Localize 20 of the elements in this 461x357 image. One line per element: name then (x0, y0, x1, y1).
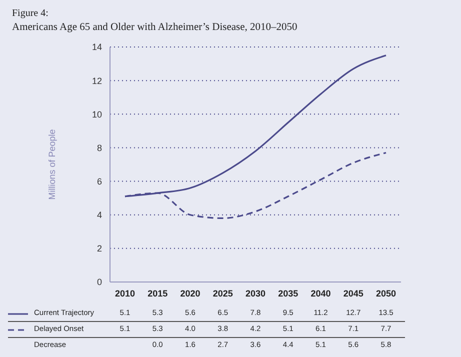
y-tick-label: 2 (96, 244, 102, 254)
x-tick-label: 2015 (148, 288, 168, 298)
y-tick-label: 10 (92, 109, 102, 120)
x-tick-label: 2010 (114, 288, 136, 298)
y-axis-title: Millions of People (47, 129, 58, 200)
y-tick-label: 14 (92, 42, 102, 52)
x-tick-label: 2040 (310, 288, 331, 298)
x-tick-label: 2045 (343, 288, 364, 298)
x-tick-label: 2020 (180, 288, 200, 298)
y-tick-label: 8 (96, 142, 102, 153)
y-tick-label: 6 (96, 176, 102, 186)
y-tick-label: 0 (96, 277, 102, 288)
x-tick-label: 2025 (212, 288, 233, 298)
y-tick-label: 12 (92, 76, 102, 86)
y-tick-label: 4 (96, 210, 102, 220)
x-tick-label: 2035 (278, 288, 298, 298)
x-tick-label: 2030 (245, 288, 266, 298)
x-tick-label: 2050 (376, 288, 396, 298)
chart-subtitle: Americans Age 65 and Older with Alzheimer’s Disease, 2010–2050 (12, 22, 298, 33)
chart-title: Figure 4: (12, 8, 48, 19)
